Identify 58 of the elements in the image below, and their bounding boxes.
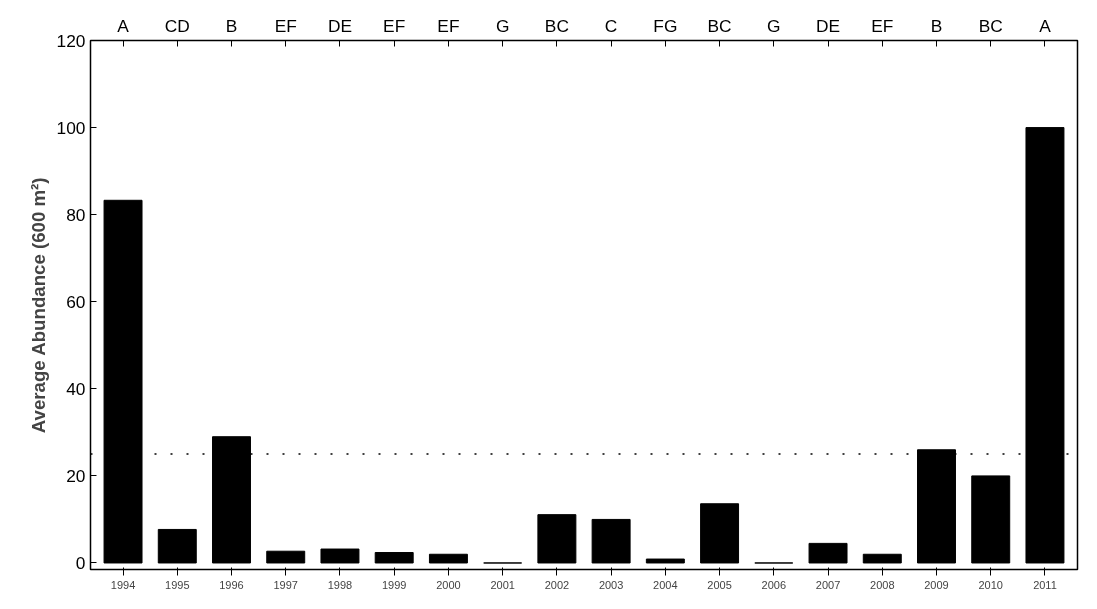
x-tick-label: 2004 — [653, 578, 678, 591]
x-tick-label: 1995 — [165, 578, 190, 591]
x-tick-label: 2006 — [761, 578, 787, 591]
bar — [645, 558, 685, 564]
x-tick-label: 1994 — [110, 578, 136, 591]
bar — [374, 552, 414, 564]
annotation: EF — [871, 15, 894, 36]
y-tick-label: 100 — [56, 117, 86, 138]
x-tick-label: 1996 — [219, 578, 244, 591]
bar — [320, 548, 360, 564]
annotation: EF — [437, 15, 460, 36]
bar — [700, 503, 740, 564]
bar — [591, 518, 631, 564]
bar — [157, 528, 197, 564]
x-tick-label: 2011 — [1033, 578, 1057, 591]
bar — [428, 553, 468, 564]
x-tick-label: 1998 — [327, 578, 353, 591]
y-tick-label: 0 — [75, 552, 86, 573]
annotation: C — [604, 15, 618, 36]
y-tick-label: 40 — [66, 378, 86, 399]
x-tick-label: 2008 — [870, 578, 895, 591]
bar — [103, 199, 143, 564]
y-tick-label: 60 — [66, 291, 86, 312]
x-tick-label: 2010 — [978, 578, 1003, 591]
y-tick-label: 80 — [66, 204, 86, 225]
annotation: B — [225, 15, 238, 36]
x-tick-label: 2001 — [490, 578, 515, 591]
bar — [266, 550, 306, 564]
y-axis-title: Average Abundance (600 m²) — [27, 177, 49, 434]
annotation: CD — [164, 15, 190, 36]
annotation: B — [930, 15, 943, 36]
annotation: A — [117, 15, 130, 36]
annotation: BC — [978, 15, 1003, 36]
y-tick-label: 20 — [66, 465, 86, 486]
annotation: FG — [653, 15, 678, 36]
bar — [537, 514, 577, 564]
x-tick-label: 2005 — [707, 578, 732, 591]
x-tick-label: 2002 — [544, 578, 570, 591]
annotation: G — [767, 15, 781, 36]
bar — [971, 475, 1011, 564]
x-tick-label: 2009 — [924, 578, 949, 591]
x-tick-label: 2000 — [436, 578, 461, 591]
x-tick-label: 1997 — [273, 578, 298, 591]
annotation: G — [495, 15, 510, 36]
x-tick-label: 2003 — [598, 578, 624, 591]
annotation: EF — [383, 15, 406, 36]
bar — [1025, 127, 1065, 564]
annotation: A — [1039, 15, 1052, 36]
annotation: DE — [816, 15, 841, 36]
y-tick-label: 120 — [56, 30, 86, 51]
bar — [862, 553, 902, 564]
annotation: EF — [274, 15, 297, 36]
x-tick-label: 2007 — [815, 578, 841, 591]
annotation: BC — [707, 15, 732, 36]
annotation: BC — [544, 15, 569, 36]
annotation: DE — [327, 15, 352, 36]
bar — [808, 542, 848, 564]
x-tick-label: 1999 — [381, 578, 407, 591]
